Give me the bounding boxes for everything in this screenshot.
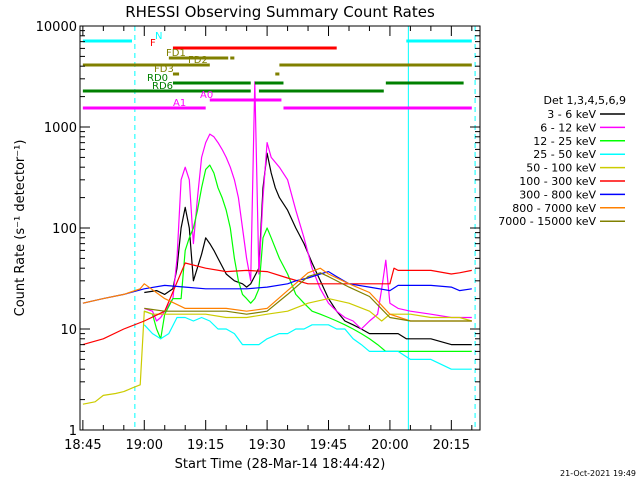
x-tick-label-0: 18:45 [64, 438, 101, 453]
saa-lines [134, 26, 476, 430]
chart-title: RHESSI Observing Summary Count Rates [125, 3, 435, 21]
flag-label-fd3: FD3 [154, 64, 174, 75]
x-tick-label-2: 19:15 [187, 438, 224, 453]
series-line-5 [82, 262, 472, 346]
series-line-0 [144, 152, 472, 346]
flag-label-rd0: RD0 [147, 73, 168, 84]
y-tick-label-1: 10 [60, 323, 77, 338]
y-tick-label-0: 1 [69, 424, 77, 439]
flag-label-fd2: FD2 [188, 55, 208, 66]
flag-label-f: F [150, 38, 156, 49]
series-line-8 [144, 272, 472, 322]
flag-label-n: N [155, 31, 162, 42]
date-stamp: 21-Oct-2021 19:49 [560, 469, 636, 478]
legend-label-4: 50 - 100 keV [526, 162, 596, 175]
flag-label-a0: A0 [200, 90, 213, 101]
series-line-2 [144, 164, 472, 352]
axes: 1 10 100 1000 10000 18:45 19:00 19:15 19:30 19:45… [36, 20, 480, 453]
series-line-4 [82, 298, 472, 405]
legend-label-6: 300 - 800 keV [519, 188, 596, 201]
legend-label-3: 25 - 50 keV [533, 148, 596, 161]
legend-label-7: 800 - 7000 keV [512, 202, 596, 215]
series-lines [82, 81, 472, 405]
y-tick-label-4: 10000 [36, 20, 77, 35]
series-line-3 [143, 316, 472, 370]
x-tick-label-5: 20:00 [371, 438, 408, 453]
series-line-1 [144, 81, 472, 330]
x-tick-label-6: 20:15 [433, 438, 470, 453]
y-axis-label: Count Rate (s⁻¹ detector⁻¹) [13, 140, 28, 317]
legend-label-2: 12 - 25 keV [533, 135, 596, 148]
x-tick-label-4: 19:45 [310, 438, 347, 453]
plot-frame [79, 25, 481, 431]
x-tick-label-3: 19:30 [248, 438, 285, 453]
y-tick-label-2: 100 [52, 222, 77, 237]
flag-label-fd1: FD1 [166, 48, 186, 59]
legend-label-8: 7000 - 15000 keV [498, 215, 596, 228]
series-line-6 [82, 271, 472, 304]
x-axis-label: Start Time (28-Mar-14 18:44:42) [175, 457, 386, 472]
legend-label-0: 3 - 6 keV [547, 108, 596, 121]
legend-label-1: 6 - 12 keV [540, 121, 596, 134]
legend-label-5: 100 - 300 keV [519, 175, 596, 188]
legend-title: Det 1,3,4,5,6,9 [543, 94, 626, 107]
flag-label-rd6: RD6 [152, 81, 173, 92]
x-tick-label-1: 19:00 [126, 438, 163, 453]
y-tick-label-3: 1000 [44, 121, 77, 136]
flag-label-a1: A1 [173, 98, 186, 109]
